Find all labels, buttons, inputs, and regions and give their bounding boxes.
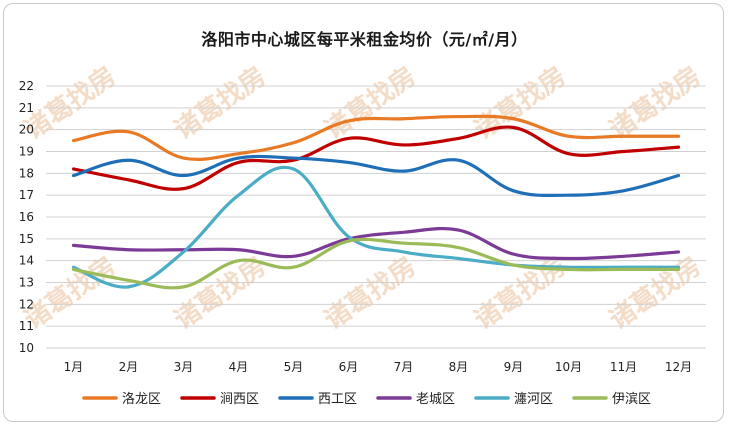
x-tick-label: 8月 — [449, 360, 469, 374]
y-tick-label: 21 — [19, 101, 34, 115]
legend-label: 瀍河区 — [514, 391, 553, 407]
watermark-text: 诸葛找房 — [319, 251, 421, 335]
legend: 洛龙区 涧西区 西工区 老城区 瀍河区 伊滨区 — [82, 391, 651, 407]
watermark-text: 诸葛找房 — [604, 251, 706, 335]
series-line-老城区 — [71, 226, 681, 261]
legend-label: 伊滨区 — [612, 391, 651, 407]
series-lines — [71, 114, 681, 290]
watermark-text: 诸葛找房 — [319, 61, 421, 145]
y-tick-label: 20 — [19, 123, 34, 137]
chart-frame — [3, 3, 724, 422]
y-tick-label: 14 — [19, 254, 34, 268]
x-tick-label: 1月 — [64, 360, 84, 374]
y-tick-label: 13 — [19, 276, 34, 290]
x-tick-label: 12月 — [665, 360, 692, 374]
y-tick-label: 22 — [19, 79, 34, 93]
series-line-洛龙区 — [71, 114, 681, 162]
y-tick-label: 15 — [19, 232, 34, 246]
y-tick-label: 17 — [19, 188, 34, 202]
y-tick-label: 12 — [19, 297, 34, 311]
series-line-涧西区 — [71, 125, 681, 191]
y-tick-label: 10 — [19, 341, 34, 355]
x-axis-ticks: 1月 2月 3月 4月 5月 6月 7月 8月 9月 10月 11月 12月 — [64, 360, 692, 374]
x-tick-label: 9月 — [504, 360, 524, 374]
x-tick-label: 4月 — [229, 360, 249, 374]
legend-label: 涧西区 — [220, 392, 259, 407]
series-line-瀍河区 — [71, 165, 681, 289]
legend-label: 西工区 — [318, 392, 357, 407]
watermark-text: 诸葛找房 — [169, 251, 271, 335]
legend-label: 老城区 — [416, 392, 455, 407]
y-tick-label: 18 — [19, 166, 34, 180]
x-tick-label: 6月 — [339, 360, 359, 374]
x-tick-label: 11月 — [610, 360, 637, 374]
watermark-text: 诸葛找房 — [19, 251, 121, 335]
x-tick-label: 3月 — [174, 360, 194, 374]
x-tick-label: 2月 — [119, 360, 139, 374]
chart-title: 洛阳市中心城区每平米租金均价（元/㎡/月） — [201, 30, 528, 49]
watermark-text: 诸葛找房 — [169, 61, 271, 145]
x-tick-label: 7月 — [394, 360, 414, 374]
y-tick-label: 11 — [19, 319, 34, 333]
x-tick-label: 10月 — [555, 360, 582, 374]
y-tick-label: 16 — [19, 210, 34, 224]
y-tick-label: 19 — [19, 145, 34, 159]
series-line-西工区 — [71, 154, 681, 198]
series-line-伊滨区 — [71, 237, 681, 290]
y-axis-ticks: 10 11 12 13 14 15 16 17 18 19 20 21 22 — [19, 79, 34, 355]
legend-label: 洛龙区 — [122, 392, 161, 407]
watermark-text: 诸葛找房 — [604, 61, 706, 145]
x-tick-label: 5月 — [284, 360, 304, 374]
